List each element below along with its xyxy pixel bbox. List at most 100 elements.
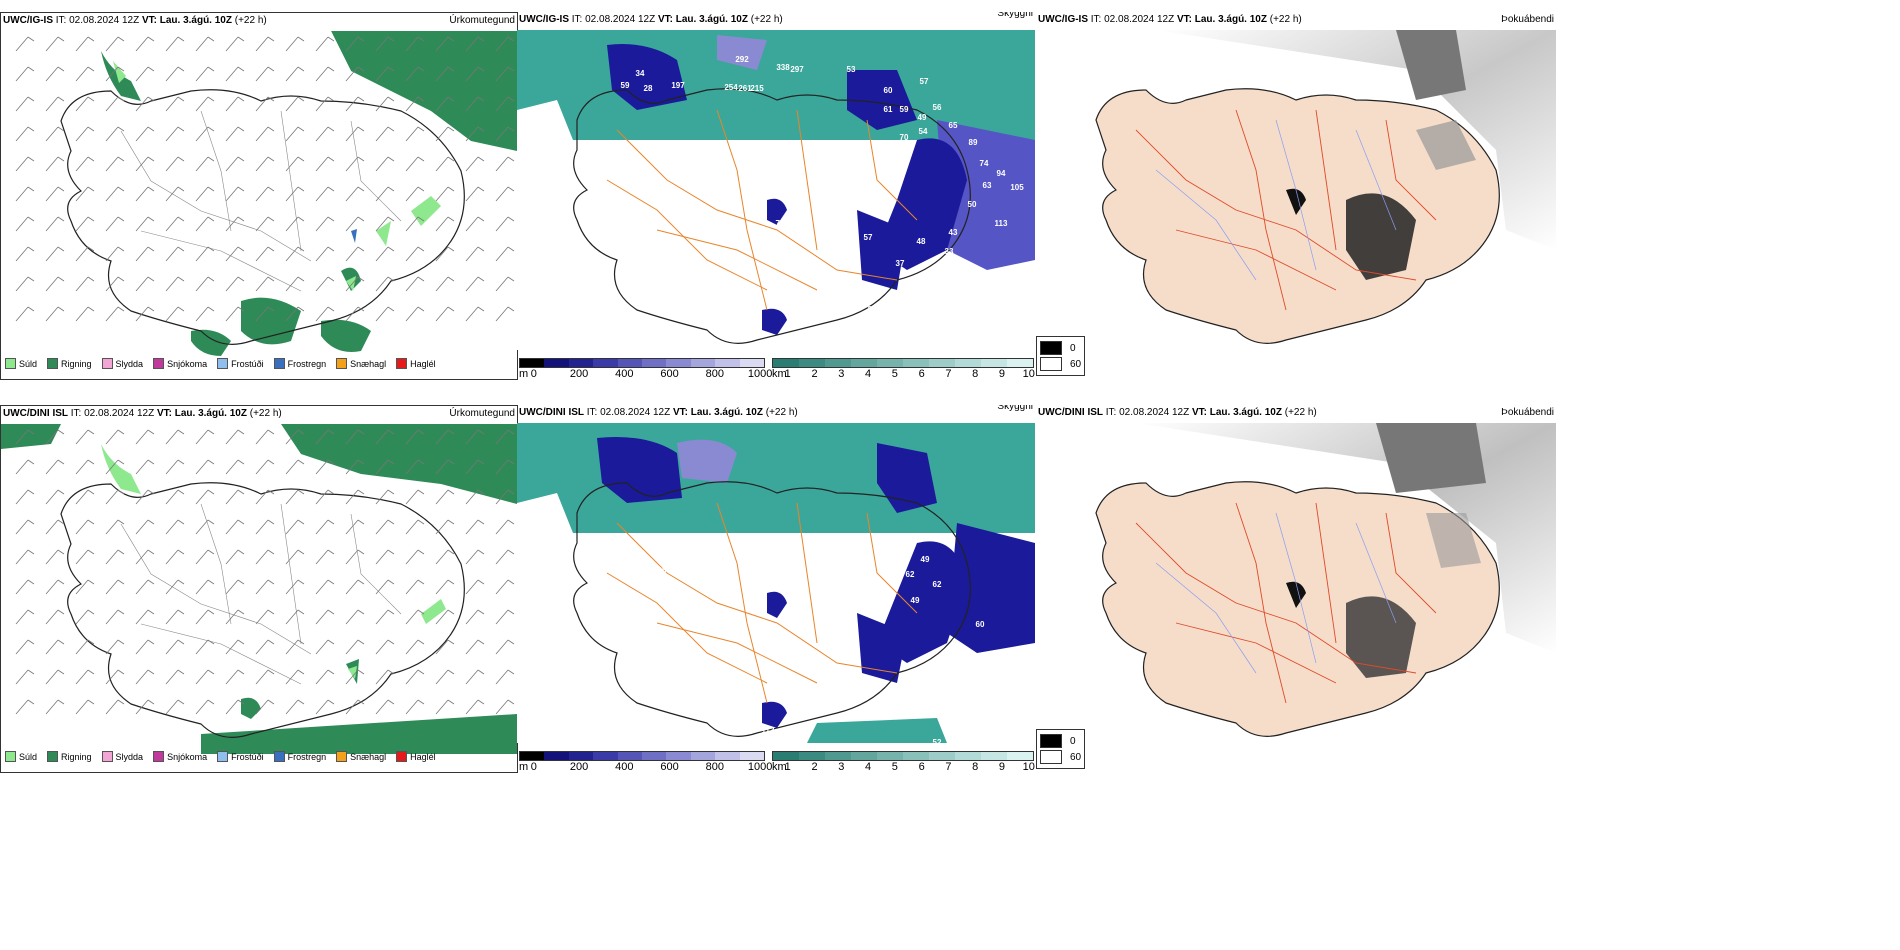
wind-barb [285, 549, 305, 565]
visibility-value-label: 43 [949, 228, 958, 237]
wind-barb [195, 246, 215, 262]
init-time: IT: 02.08.2024 12Z [53, 15, 142, 26]
legend-item: Frostregn [273, 751, 326, 762]
colorbar-segment [1007, 359, 1033, 367]
legend-item: 60 [1040, 356, 1081, 372]
wind-barb [435, 459, 455, 475]
wind-barb [135, 609, 155, 625]
visibility-value-label: 105 [1010, 183, 1024, 192]
visibility-value-label: 215 [750, 84, 764, 93]
wind-barb [15, 276, 35, 292]
wind-barb [165, 36, 185, 52]
visibility-value-label: 33 [660, 545, 669, 554]
wind-barb [375, 549, 395, 565]
legend-item: Rigning [47, 751, 92, 762]
wind-barb [195, 36, 215, 52]
legend-item: Súld [5, 751, 37, 762]
wind-barb [225, 549, 245, 565]
legend-swatch [1040, 750, 1062, 764]
colorbar-tick-label: 7 [945, 368, 952, 378]
wind-barb [255, 276, 275, 292]
wind-barb [165, 96, 185, 112]
wind-barb [15, 66, 35, 82]
wind-barb [45, 609, 65, 625]
wind-barb [45, 639, 65, 655]
wind-barb [435, 669, 455, 685]
wind-barb [165, 669, 185, 685]
wind-barb [135, 126, 155, 142]
wind-barb [225, 429, 245, 445]
wind-barb [75, 36, 95, 52]
wind-barb [105, 66, 125, 82]
wind-barb [495, 489, 515, 505]
wind-barb [165, 699, 185, 715]
colorbar-segment [929, 752, 955, 760]
wind-barb [315, 549, 335, 565]
legend-swatch [5, 751, 16, 762]
colorbar-tick-label: 9 [998, 761, 1006, 771]
wind-barb [405, 36, 425, 52]
colorbar-segment [981, 752, 1007, 760]
wind-barb [285, 96, 305, 112]
wind-barb [15, 306, 35, 322]
wind-barb [255, 186, 275, 202]
model-name: UWC/DINI ISL [1038, 407, 1103, 418]
wind-barb [375, 489, 395, 505]
wind-barb [285, 489, 305, 505]
wind-barb [195, 216, 215, 232]
wind-barb [75, 669, 95, 685]
colorbar-km: km 1 2 3 4 5 6 7 8 9 10 [772, 751, 1035, 771]
wind-barb [465, 549, 485, 565]
lead-time: (+22 h) [246, 408, 282, 419]
legend-label: 60 [1070, 751, 1082, 763]
visibility-value-label: 62 [933, 580, 942, 589]
wind-barb [435, 246, 455, 262]
legend-item: Haglél [396, 358, 436, 369]
panel-product-label: Úrkomutegund [449, 408, 515, 419]
visibility-value-label: 09 [977, 652, 986, 661]
wind-barb [405, 306, 425, 322]
visibility-value-label: 60 [976, 620, 985, 629]
wind-barb [15, 246, 35, 262]
wind-barb [435, 96, 455, 112]
visibility-value-label: 34 [636, 69, 645, 78]
colorbar-unit: m [519, 761, 529, 771]
legend-swatch [273, 751, 285, 762]
wind-barb [285, 156, 305, 172]
wind-barb [285, 306, 305, 322]
visibility-value-label: 50 [961, 728, 970, 737]
legend-swatch [1040, 341, 1062, 355]
wind-barb [15, 669, 35, 685]
wind-barb [15, 579, 35, 595]
wind-barb [375, 579, 395, 595]
visibility-value-label: 261 [738, 84, 752, 93]
visibility-value-label: 53 [847, 65, 856, 74]
wind-barb [495, 459, 515, 475]
wind-barb [165, 186, 185, 202]
wind-barb [45, 36, 65, 52]
valid-time: VT: Lau. 3.ágú. 10Z [1191, 407, 1282, 418]
wind-barb [225, 489, 245, 505]
wind-barb [345, 276, 365, 292]
legend-swatch [217, 751, 229, 762]
wind-barb [495, 429, 515, 445]
colorbar-tick-label: 400 [615, 368, 634, 378]
wind-barb [165, 549, 185, 565]
colorbar-segment [739, 752, 765, 760]
colorbar-segment [825, 752, 851, 760]
lead-time: (+22 h) [1281, 407, 1317, 418]
wind-barb [165, 489, 185, 505]
wind-barb [285, 216, 305, 232]
wind-barb [405, 519, 425, 535]
legend-label: 60 [1070, 358, 1082, 370]
visibility-value-label: 38 [659, 595, 668, 604]
colorbar-segment [617, 359, 643, 367]
legend-label: Snæhagl [350, 751, 387, 762]
colorbar-segment [773, 359, 799, 367]
visibility-value-label: 49 [918, 113, 927, 122]
wind-barb [135, 489, 155, 505]
model-name: UWC/IG-IS [1038, 14, 1088, 25]
wind-barb [375, 186, 395, 202]
colorbar-tick-label: 10 [1022, 368, 1035, 378]
